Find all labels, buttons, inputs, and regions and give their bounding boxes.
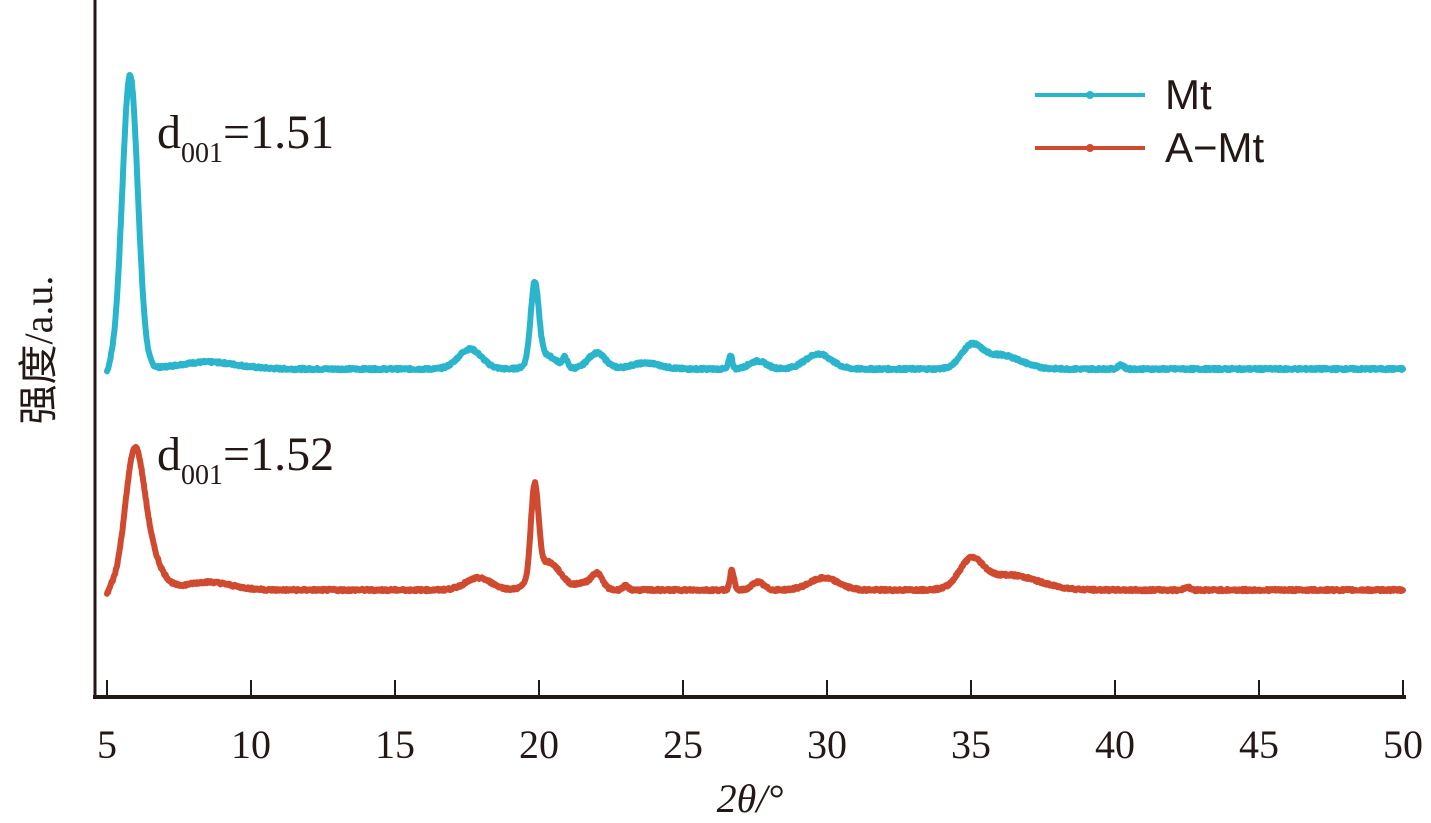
annotation-value: =1.51 — [223, 106, 334, 159]
legend: Mt A−Mt — [1035, 71, 1265, 171]
annotation-sub: 001 — [181, 138, 223, 169]
annotation-amt-d001: d001=1.52 — [157, 428, 334, 491]
annotation-value: =1.52 — [223, 428, 334, 481]
legend-marker-amt — [1086, 144, 1094, 152]
legend-item-mt: Mt — [1035, 71, 1212, 118]
legend-marker-mt — [1086, 91, 1094, 99]
legend-label-amt: A−Mt — [1165, 124, 1265, 171]
series-line-mt — [104, 72, 1406, 375]
legend-label-mt: Mt — [1165, 71, 1212, 118]
x-tick-label: 15 — [375, 722, 415, 767]
y-axis-title: 强度/a.u. — [16, 276, 61, 425]
annotation-main: d — [157, 106, 181, 159]
x-tick-label: 20 — [519, 722, 559, 767]
x-tick-label: 50 — [1383, 722, 1423, 767]
annotation-mt-d001: d001=1.51 — [157, 106, 334, 169]
legend-item-amt: A−Mt — [1035, 124, 1265, 171]
x-tick-label: 40 — [1095, 722, 1135, 767]
x-tick-label: 25 — [663, 722, 703, 767]
x-tick-label: 45 — [1239, 722, 1279, 767]
x-tick-label: 5 — [97, 722, 117, 767]
x-tick-label: 35 — [951, 722, 991, 767]
series-layer — [104, 72, 1406, 597]
annotation-sub: 001 — [181, 460, 223, 491]
x-tick-label: 10 — [231, 722, 271, 767]
x-axis-title: 2θ/° — [717, 776, 784, 821]
annotation-main: d — [157, 428, 181, 481]
series-line-amt — [104, 443, 1406, 597]
x-tick-label: 30 — [807, 722, 847, 767]
x-ticks: 5 10 15 20 25 30 35 40 45 50 — [97, 680, 1423, 767]
